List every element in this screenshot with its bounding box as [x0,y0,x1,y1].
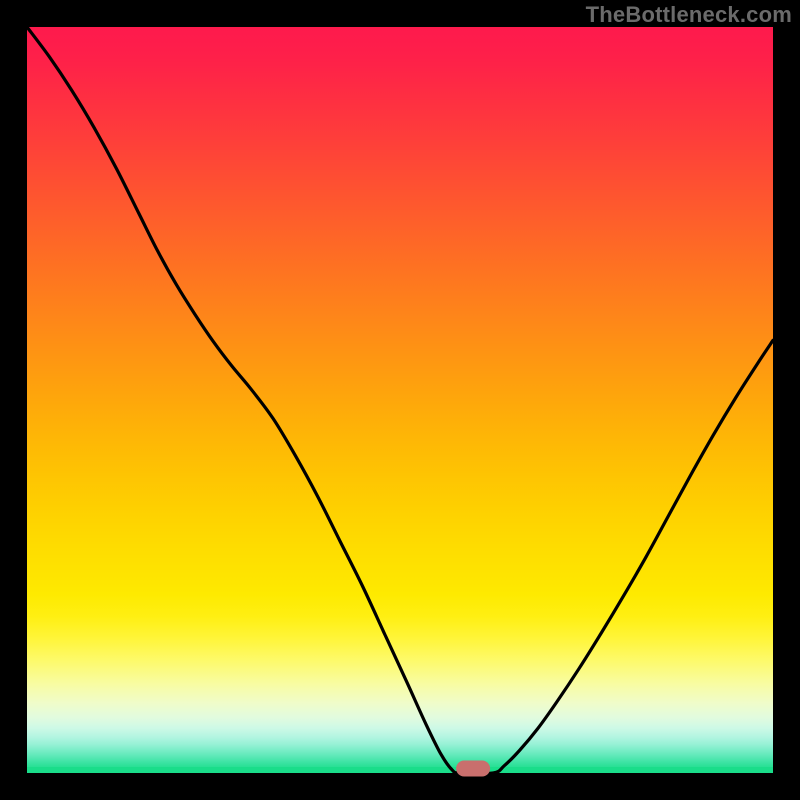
bottom-green-band [27,767,773,773]
watermark-text: TheBottleneck.com [586,2,792,28]
optimal-marker [456,761,490,777]
bottleneck-chart [0,0,800,800]
plot-area [27,27,773,777]
gradient-background [27,27,773,773]
